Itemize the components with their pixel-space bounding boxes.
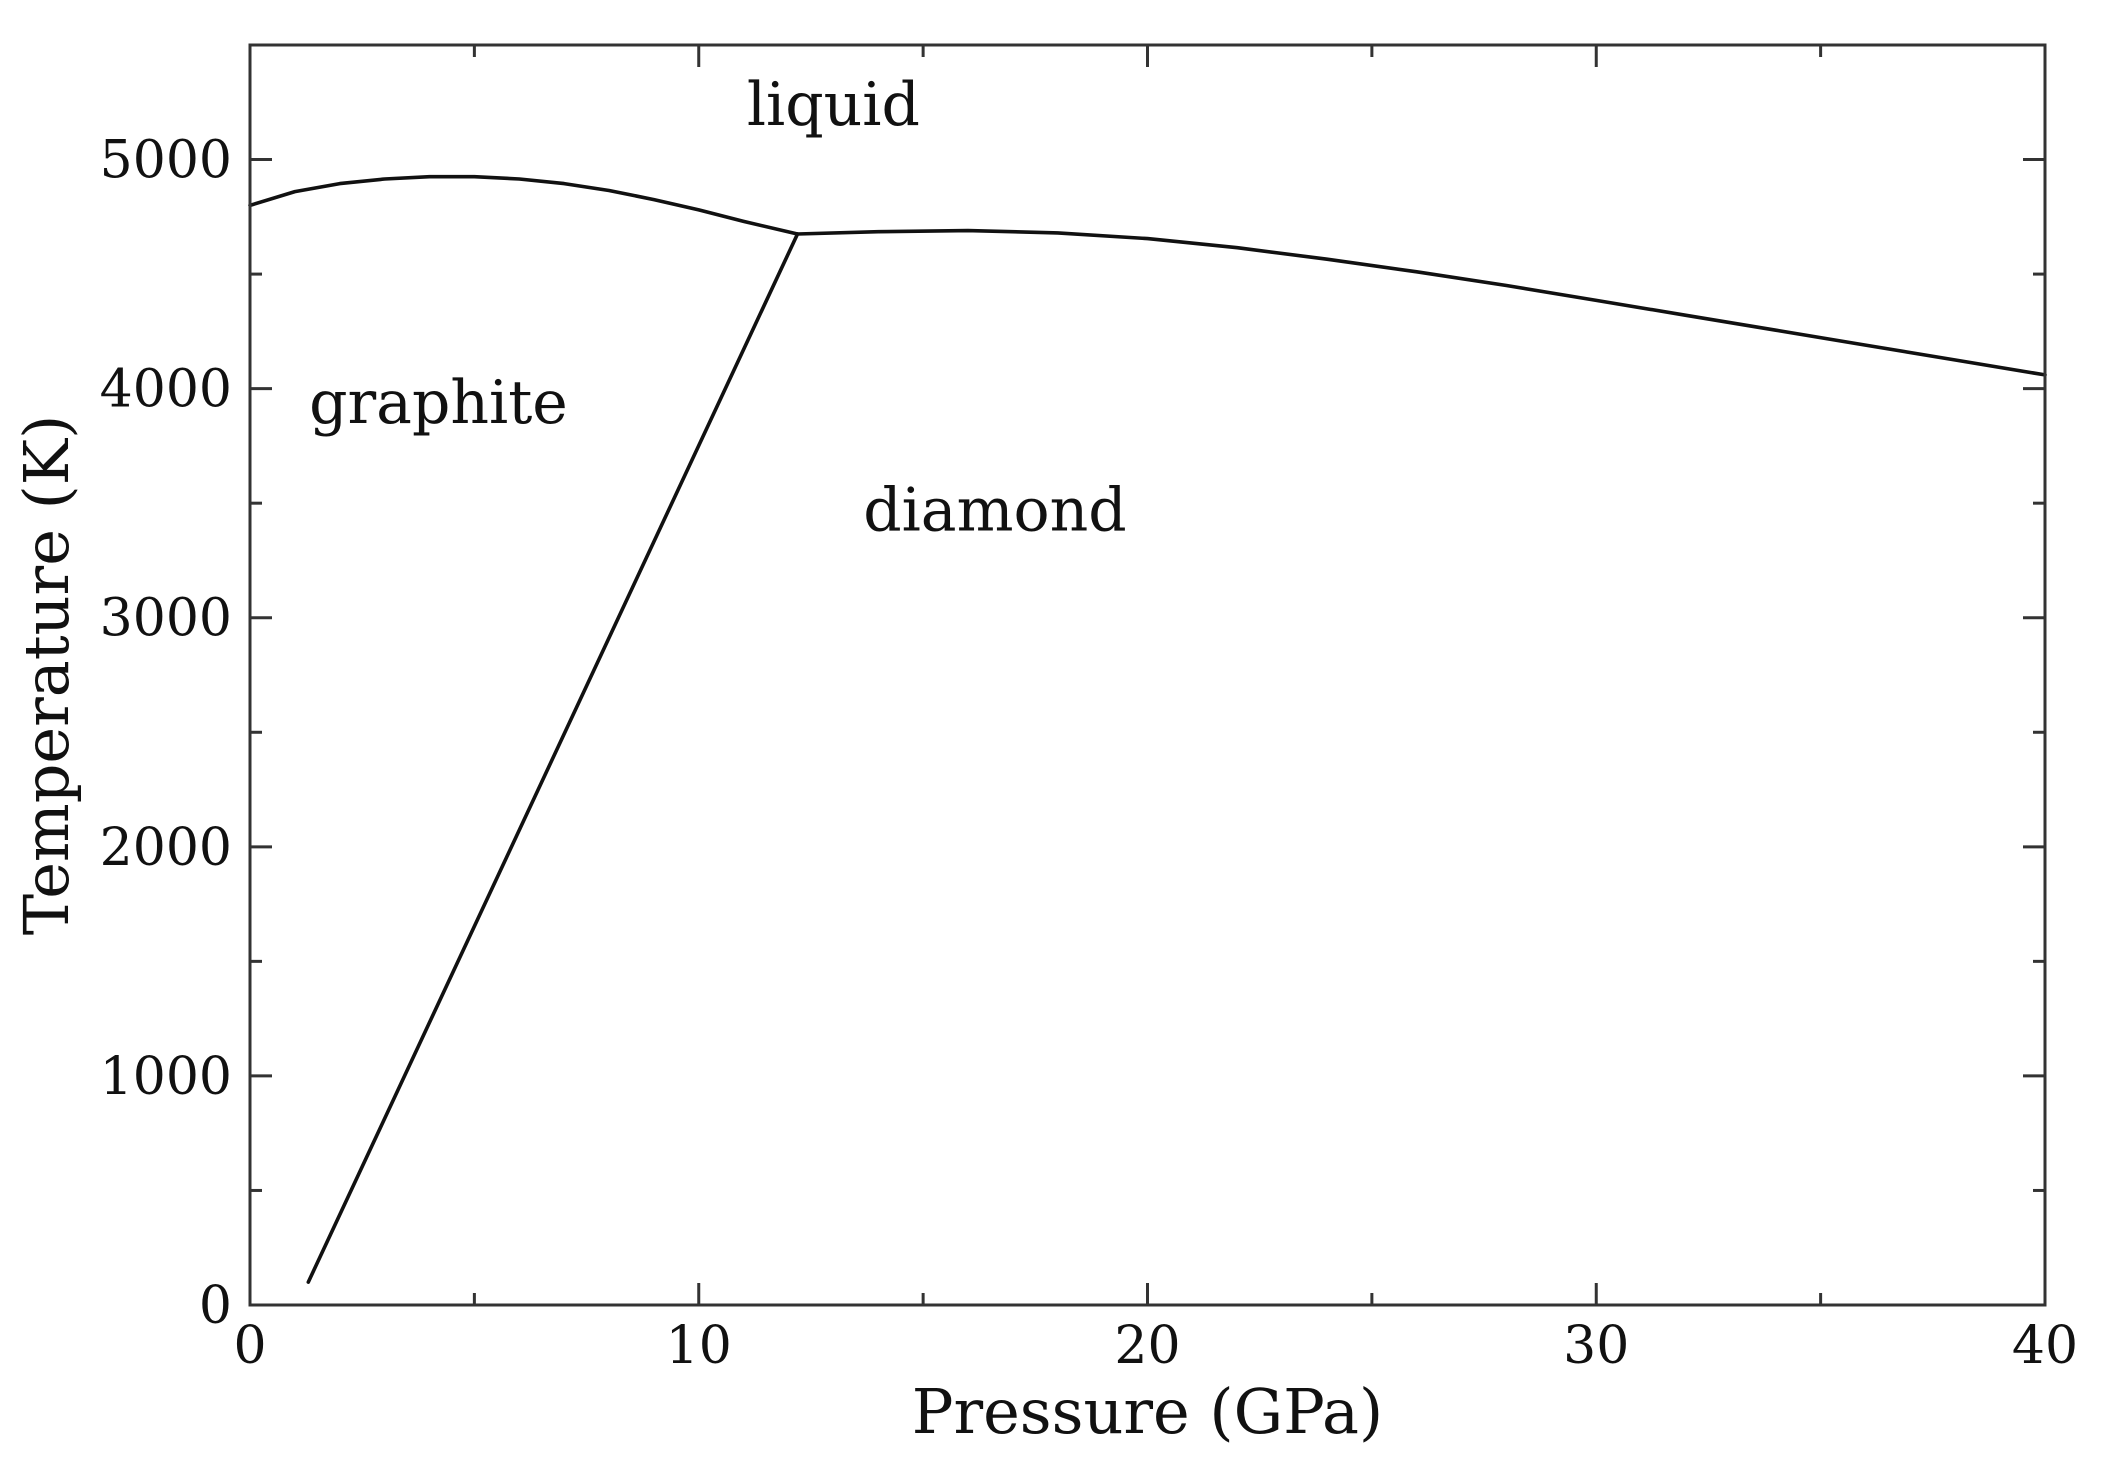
region-label: liquid	[747, 70, 920, 140]
x-axis-title: Pressure (GPa)	[912, 1375, 1383, 1448]
y-tick-label: 2000	[100, 818, 232, 878]
region-label: diamond	[863, 476, 1126, 546]
x-tick-label: 20	[1114, 1316, 1180, 1376]
region-labels: liquid graphite diamond	[309, 70, 1127, 545]
region-label: graphite	[309, 368, 568, 438]
phase-boundaries	[248, 174, 2047, 1284]
minor-ticks	[250, 43, 2045, 1305]
phase-boundary-line	[306, 232, 800, 1284]
y-tick-labels: 0 1000 2000 3000 4000 5000	[100, 131, 232, 1336]
major-ticks	[248, 45, 2047, 1307]
y-tick-label: 3000	[100, 589, 232, 649]
y-tick-label: 0	[199, 1276, 232, 1336]
phase-boundary-line	[248, 174, 800, 236]
x-tick-label: 0	[233, 1316, 266, 1376]
x-tick-label: 40	[2012, 1316, 2078, 1376]
y-tick-label: 4000	[100, 360, 232, 420]
phase-boundary-line	[795, 228, 2047, 377]
y-tick-label: 1000	[100, 1047, 232, 1107]
y-axis-title: Temperature (K)	[10, 415, 83, 936]
plot-frame	[248, 43, 2047, 1307]
x-tick-label: 30	[1563, 1316, 1629, 1376]
x-tick-label: 10	[666, 1316, 732, 1376]
y-tick-label: 5000	[100, 131, 232, 191]
x-tick-labels: 0 10 20 30 40	[233, 1316, 2078, 1376]
